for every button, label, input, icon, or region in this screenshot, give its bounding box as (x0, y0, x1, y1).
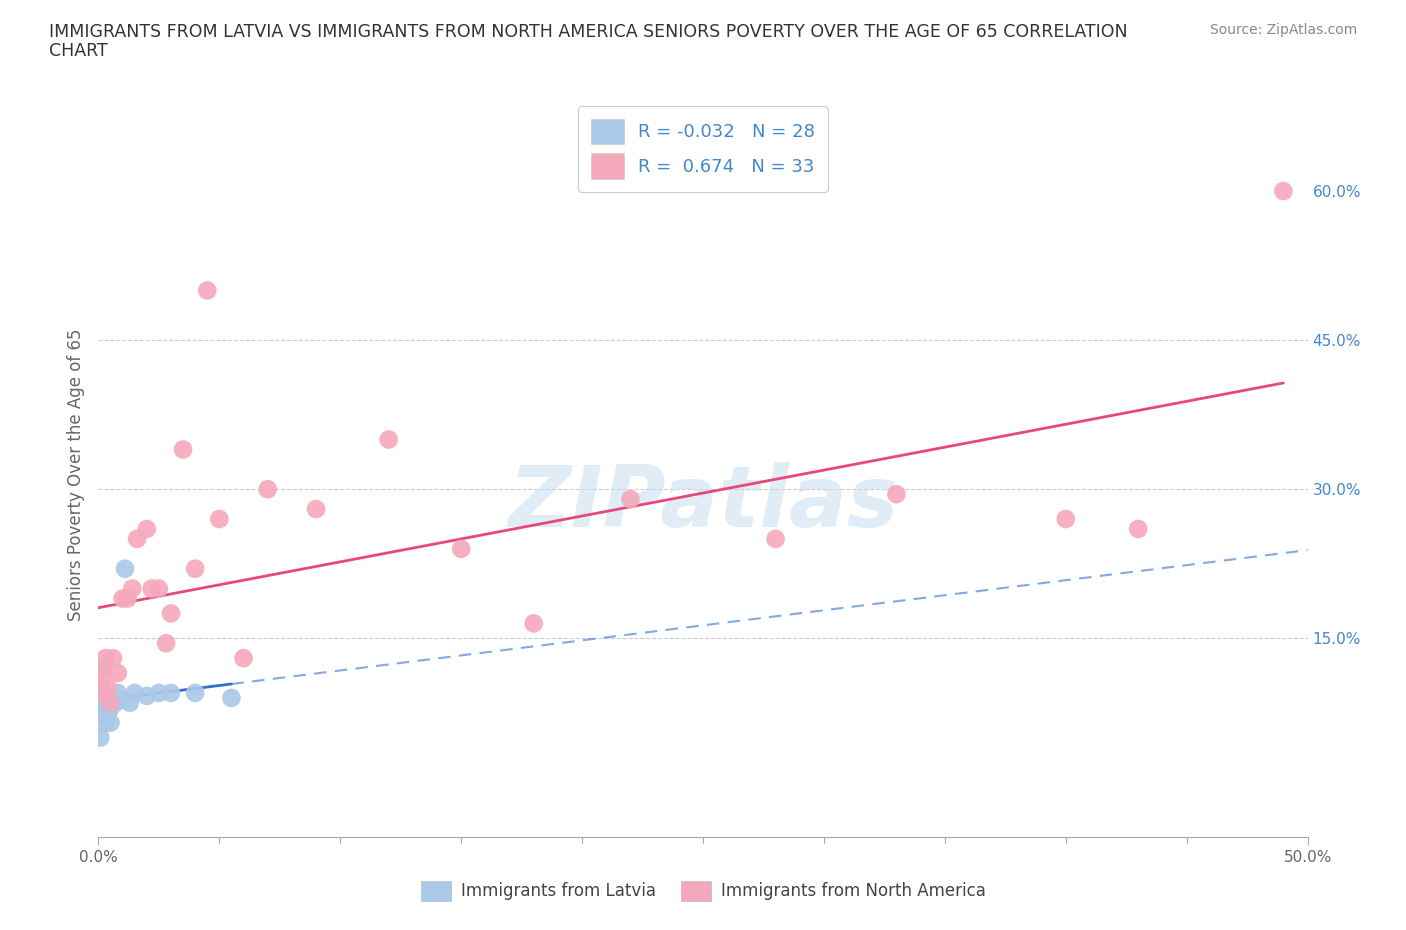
Point (94, 711, 117, 725)
Point (100, 696, 122, 711)
Point (90, 685, 112, 700)
Point (111, 591, 134, 606)
Point (93, 715, 115, 730)
Point (886, 486, 908, 501)
Text: CHART: CHART (49, 42, 108, 60)
Point (111, 693, 134, 708)
Point (91, 681, 114, 696)
Point (127, 531, 149, 546)
Point (90, 681, 112, 696)
Point (523, 616, 546, 631)
Point (141, 581, 163, 596)
Point (155, 636, 177, 651)
Y-axis label: Seniors Poverty Over the Age of 65: Seniors Poverty Over the Age of 65 (66, 328, 84, 620)
Point (104, 696, 127, 711)
Point (107, 685, 129, 700)
Point (94, 700, 117, 715)
Point (1272, 183, 1295, 198)
Point (100, 715, 122, 730)
Legend: Immigrants from Latvia, Immigrants from North America: Immigrants from Latvia, Immigrants from … (413, 874, 993, 908)
Point (118, 696, 141, 711)
Point (184, 685, 207, 700)
Point (117, 591, 139, 606)
Point (305, 501, 328, 516)
Point (107, 666, 129, 681)
Point (256, 482, 278, 497)
Point (90, 696, 112, 711)
Point (1128, 522, 1150, 537)
Point (195, 283, 218, 298)
Point (90, 660, 112, 675)
Point (124, 685, 146, 700)
Point (450, 541, 472, 556)
Point (619, 492, 641, 507)
Text: IMMIGRANTS FROM LATVIA VS IMMIGRANTS FROM NORTH AMERICA SENIORS POVERTY OVER THE: IMMIGRANTS FROM LATVIA VS IMMIGRANTS FRO… (49, 23, 1128, 41)
Point (135, 522, 157, 537)
Point (101, 651, 124, 666)
Point (148, 581, 170, 596)
Point (100, 700, 122, 715)
Point (94, 696, 117, 711)
Point (97, 681, 120, 696)
Point (232, 651, 254, 666)
Point (184, 562, 207, 577)
Legend: R = -0.032   N = 28, R =  0.674   N = 33: R = -0.032 N = 28, R = 0.674 N = 33 (578, 106, 828, 192)
Point (1054, 512, 1077, 526)
Point (377, 432, 399, 447)
Point (94, 651, 117, 666)
Point (208, 512, 231, 526)
Point (97, 690, 120, 705)
Point (91, 685, 114, 700)
Point (101, 690, 124, 705)
Point (160, 685, 183, 700)
Point (135, 688, 157, 703)
Point (97, 705, 120, 720)
Point (172, 442, 194, 457)
Point (114, 562, 136, 577)
Point (91, 666, 114, 681)
Point (91, 690, 114, 705)
Point (765, 531, 787, 546)
Point (221, 690, 243, 705)
Point (91, 705, 114, 720)
Point (121, 581, 143, 596)
Point (148, 685, 170, 700)
Text: Source: ZipAtlas.com: Source: ZipAtlas.com (1209, 23, 1357, 37)
Text: ZIPatlas: ZIPatlas (508, 462, 898, 545)
Point (160, 606, 183, 621)
Point (89, 730, 111, 745)
Point (91, 700, 114, 715)
